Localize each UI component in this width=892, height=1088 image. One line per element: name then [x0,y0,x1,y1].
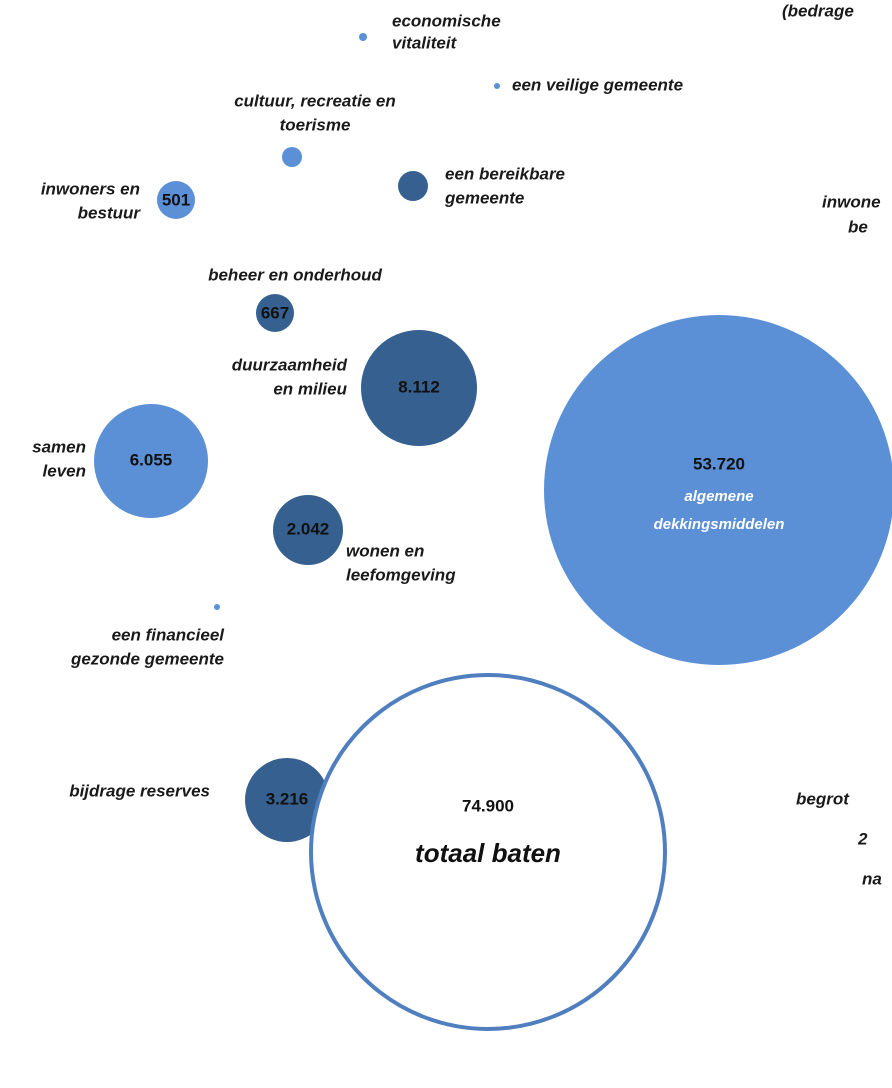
bubble [282,147,302,167]
bubble-label: inwoners en [41,179,140,198]
bubble [309,673,667,1031]
bubble-label: duurzaamheid [232,355,348,374]
bubble-label: bijdrage reserves [69,781,210,800]
bubble-label: cultuur, recreatie en [234,91,396,110]
bubble-label: gezonde gemeente [70,649,224,668]
bubble-value: 8.112 [398,377,440,396]
bubble [398,171,428,201]
side-label: 2 [857,829,868,848]
bubble-label: economische [392,11,501,30]
bubble-label: leefomgeving [346,565,456,584]
bubble-label: vitaliteit [392,33,458,52]
bubble [361,330,477,446]
side-label: na [862,869,882,888]
side-label: inwone [822,192,881,211]
bubble-label: een bereikbare [445,164,565,183]
bubble-value: 501 [162,190,190,209]
bubble-label: beheer en onderhoud [208,265,382,284]
bubble-label: dekkingsmiddelen [654,516,785,533]
bubble-value: 3.216 [266,789,309,808]
bubble [157,181,195,219]
bubble-label: een financieel [112,625,226,644]
side-label: be [848,217,868,236]
bubble-label: totaal baten [415,838,561,868]
bubble-label: en milieu [273,379,347,398]
bubble-label: samen [32,437,86,456]
bubble [245,758,329,842]
bubble [544,315,892,665]
bubble-value: 53.720 [693,454,745,473]
bubble [359,33,367,41]
bubble [273,495,343,565]
side-label: begrot [796,789,850,808]
bubble-label: toerisme [280,115,351,134]
bubble-value: 74.900 [462,796,514,815]
bubble [256,294,294,332]
bubble-label: leven [43,461,86,480]
bubble-label: gemeente [444,188,524,207]
note: (bedrage [782,1,854,20]
bubble-label: algemene [684,488,753,505]
bubble [214,604,220,610]
bubble-value: 6.055 [130,450,173,469]
bubble [94,404,208,518]
bubble-label: een veilige gemeente [512,75,683,94]
bubble [494,83,500,89]
bubble-label: bestuur [78,203,142,222]
bubble-label: wonen en [346,541,424,560]
bubble-value: 667 [261,303,289,322]
bubble-value: 2.042 [287,519,330,538]
